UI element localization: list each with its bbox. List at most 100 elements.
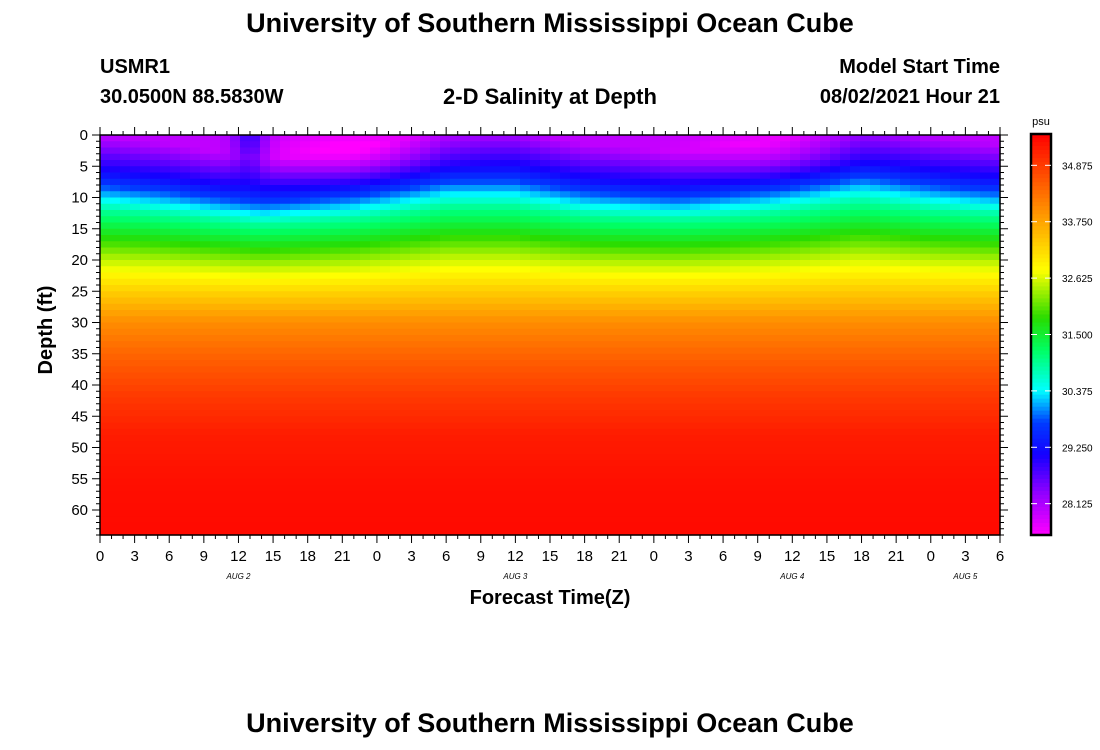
heatmap-cell (570, 447, 581, 455)
heatmap-cell (470, 260, 481, 267)
heatmap-cell (680, 397, 691, 405)
heatmap-cell (830, 347, 841, 355)
heatmap-cell (800, 435, 811, 442)
heatmap-cell (860, 278, 871, 286)
heatmap-cell (750, 353, 761, 361)
heatmap-cell (500, 347, 511, 355)
heatmap-cell (410, 378, 421, 386)
heatmap-cell (310, 378, 321, 386)
heatmap-cell (350, 447, 361, 455)
heatmap-cell (470, 497, 481, 505)
heatmap-cell (730, 528, 741, 536)
heatmap-cell (850, 153, 861, 161)
heatmap-cell (500, 222, 511, 230)
heatmap-cell (490, 278, 501, 286)
heatmap-cell (790, 316, 801, 324)
heatmap-cell (210, 528, 221, 536)
heatmap-cell (280, 222, 291, 230)
heatmap-cell (580, 203, 591, 211)
heatmap-cell (370, 497, 381, 505)
heatmap-cell (790, 491, 801, 499)
heatmap-cell (870, 460, 881, 467)
heatmap-cell (610, 210, 621, 217)
heatmap-cell (360, 353, 371, 361)
heatmap-cell (710, 472, 721, 480)
heatmap-cell (230, 485, 241, 492)
heatmap-cell (820, 285, 831, 292)
heatmap-cell (310, 485, 321, 492)
heatmap-cell (100, 478, 111, 486)
heatmap-cell (220, 497, 231, 505)
heatmap-cell (700, 466, 711, 474)
heatmap-cell (130, 210, 141, 217)
heatmap-cell (530, 166, 541, 174)
heatmap-cell (530, 328, 541, 336)
heatmap-cell (380, 510, 391, 517)
heatmap-cell (100, 203, 111, 211)
heatmap-cell (750, 147, 761, 155)
heatmap-cell (560, 391, 571, 399)
heatmap-cell (710, 272, 721, 280)
heatmap-cell (420, 316, 431, 324)
heatmap-cell (430, 503, 441, 511)
heatmap-cell (260, 235, 271, 242)
heatmap-cell (350, 272, 361, 280)
heatmap-cell (220, 322, 231, 330)
heatmap-cell (330, 147, 341, 155)
heatmap-cell (170, 391, 181, 399)
heatmap-cell (120, 422, 131, 430)
heatmap-cell (860, 172, 871, 180)
heatmap-cell (220, 428, 231, 436)
heatmap-cell (810, 360, 821, 367)
heatmap-cell (150, 253, 161, 261)
heatmap-cell (180, 222, 191, 230)
heatmap-cell (430, 378, 441, 386)
heatmap-cell (440, 416, 451, 424)
heatmap-cell (740, 203, 751, 211)
heatmap-cell (140, 503, 151, 511)
heatmap-cell (250, 528, 261, 536)
heatmap-cell (310, 253, 321, 261)
heatmap-cell (410, 416, 421, 424)
heatmap-cell (310, 316, 321, 324)
heatmap-cell (480, 222, 491, 230)
heatmap-cell (820, 372, 831, 380)
heatmap-cell (110, 166, 121, 174)
heatmap-cell (410, 503, 421, 511)
heatmap-cell (740, 428, 751, 436)
heatmap-cell (580, 278, 591, 286)
heatmap-cell (480, 391, 491, 399)
heatmap-cell (570, 160, 581, 167)
heatmap-cell (380, 447, 391, 455)
heatmap-cell (300, 247, 311, 255)
heatmap-cell (690, 472, 701, 480)
heatmap-cell (550, 341, 561, 349)
heatmap-cell (230, 153, 241, 161)
heatmap-cell (110, 322, 121, 330)
heatmap-cell (600, 497, 611, 505)
heatmap-cell (470, 216, 481, 224)
heatmap-cell (170, 510, 181, 517)
heatmap-cell (360, 185, 371, 192)
heatmap-cell (150, 372, 161, 380)
heatmap-cell (660, 528, 671, 536)
heatmap-cell (510, 160, 521, 167)
heatmap-cell (560, 372, 571, 380)
heatmap-cell (110, 410, 121, 417)
heatmap-cell (710, 135, 721, 142)
heatmap-cell (750, 191, 761, 199)
heatmap-cell (490, 185, 501, 192)
heatmap-cell (870, 135, 881, 142)
heatmap-cell (180, 160, 191, 167)
heatmap-cell (140, 303, 151, 311)
heatmap-cell (230, 272, 241, 280)
heatmap-cell (250, 335, 261, 342)
heatmap-cell (100, 366, 111, 374)
heatmap-cell (440, 303, 451, 311)
heatmap-cell (140, 235, 151, 242)
heatmap-cell (640, 285, 651, 292)
heatmap-cell (260, 353, 271, 361)
heatmap-cell (670, 185, 681, 192)
heatmap-cell (220, 272, 231, 280)
heatmap-cell (170, 491, 181, 499)
